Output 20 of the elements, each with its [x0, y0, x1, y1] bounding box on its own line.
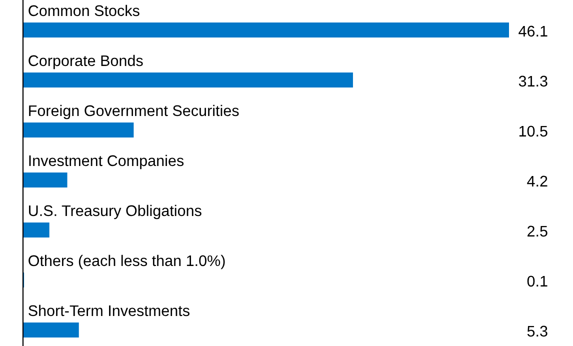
bar [23, 322, 79, 338]
data-label: 4.2 [527, 176, 548, 186]
bar [23, 22, 509, 38]
bar [23, 72, 353, 88]
bar [23, 222, 50, 238]
y-tick-label: Short-Term Investments [28, 304, 190, 316]
y-tick-label: U.S. Treasury Obligations [29, 204, 202, 220]
data-label: 5.3 [527, 326, 548, 337]
y-tick-label: Foreign Government Securities [29, 104, 239, 120]
data-label: 2.5 [528, 226, 548, 237]
data-label: 10.5 [519, 126, 548, 137]
bar [23, 122, 134, 138]
y-tick-label: Others (each less than 1.0%) [28, 254, 225, 270]
y-tick-label: Common Stocks [28, 4, 140, 16]
data-label: 46.1 [518, 26, 548, 37]
y-tick-label: Corporate Bonds [28, 54, 143, 70]
data-label: 31.3 [518, 76, 548, 87]
data-label: 0.1 [527, 276, 548, 287]
bar [23, 172, 68, 188]
y-tick-label: Investment Companies [29, 154, 184, 170]
